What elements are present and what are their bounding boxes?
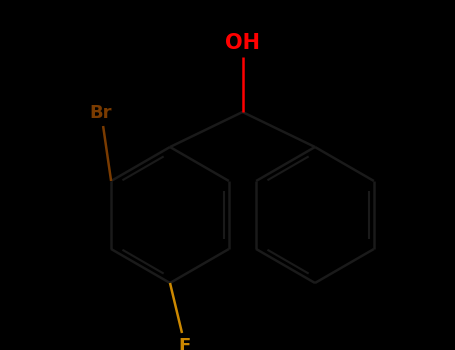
Text: F: F xyxy=(178,337,190,350)
Text: OH: OH xyxy=(225,33,260,53)
Text: Br: Br xyxy=(90,104,112,122)
